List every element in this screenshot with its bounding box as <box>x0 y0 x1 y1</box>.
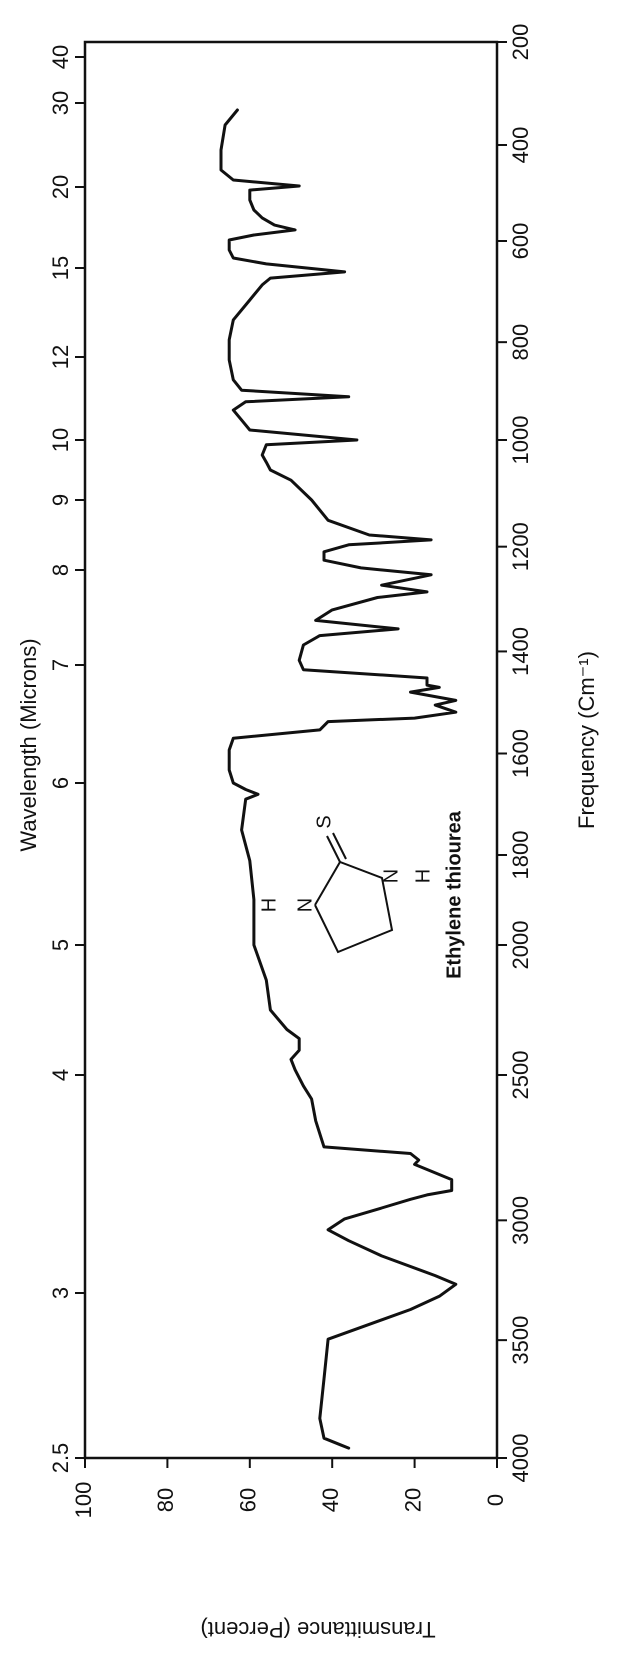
x-axis-title: Wavelength (Microns) <box>16 638 41 851</box>
x2-tick-label: 400 <box>508 127 533 164</box>
x2-tick-label: 1400 <box>508 627 533 676</box>
x-tick-label: 20 <box>48 175 73 199</box>
x2-tick-label: 4000 <box>508 1434 533 1483</box>
x-tick-label: 6 <box>48 777 73 789</box>
x2-axis-title: Frequency (Cm⁻¹) <box>574 651 599 829</box>
x2-tick-label: 2000 <box>508 921 533 970</box>
x-tick-label: 5 <box>48 939 73 951</box>
x2-tick-label: 3000 <box>508 1196 533 1245</box>
x-tick-label: 8 <box>48 564 73 576</box>
x2-tick-label: 1600 <box>508 729 533 778</box>
y-tick-label: 20 <box>400 1488 425 1512</box>
x2-tick-label: 1200 <box>508 522 533 571</box>
x-tick-label: 40 <box>48 45 73 69</box>
y-tick-label: 100 <box>71 1482 96 1519</box>
atom-label: H <box>412 869 434 883</box>
x-tick-label: 3 <box>48 1287 73 1299</box>
x2-tick-label: 1800 <box>508 831 533 880</box>
bond <box>332 832 347 860</box>
plot-frame <box>83 40 499 1460</box>
x-tick-label: 10 <box>48 428 73 452</box>
bond <box>326 835 341 863</box>
x-tick-label: 2.5 <box>48 1443 73 1474</box>
x-tick-label: 30 <box>48 91 73 115</box>
atom-label: S <box>313 815 335 828</box>
x-tick-label: 15 <box>48 256 73 280</box>
molecule: S N H N H <box>258 815 434 954</box>
y-axis-title: Transmittance (Percent) <box>200 1617 435 1642</box>
x-tick-label: 12 <box>48 345 73 369</box>
y-tick-label: 0 <box>483 1494 508 1506</box>
annotation: Ethylene thiourea <box>443 810 465 979</box>
y-tick-label: 40 <box>318 1488 343 1512</box>
atom-label: N <box>294 898 316 912</box>
x2-tick-label: 1000 <box>508 416 533 465</box>
ring <box>314 860 394 954</box>
atom-label: H <box>258 898 280 912</box>
atom-label: N <box>380 869 402 883</box>
x2-tick-label: 800 <box>508 324 533 361</box>
x-tick-label: 9 <box>48 494 73 506</box>
x-tick-label: 4 <box>48 1069 73 1081</box>
x2-tick-label: 3500 <box>508 1316 533 1365</box>
spectrum-line <box>219 108 458 1450</box>
x-tick-label: 7 <box>48 659 73 671</box>
x2-tick-label: 200 <box>508 24 533 61</box>
x2-tick-label: 2500 <box>508 1051 533 1100</box>
x2-tick-label: 600 <box>508 223 533 260</box>
y-tick-label: 60 <box>236 1488 261 1512</box>
y-tick-label: 80 <box>153 1488 178 1512</box>
